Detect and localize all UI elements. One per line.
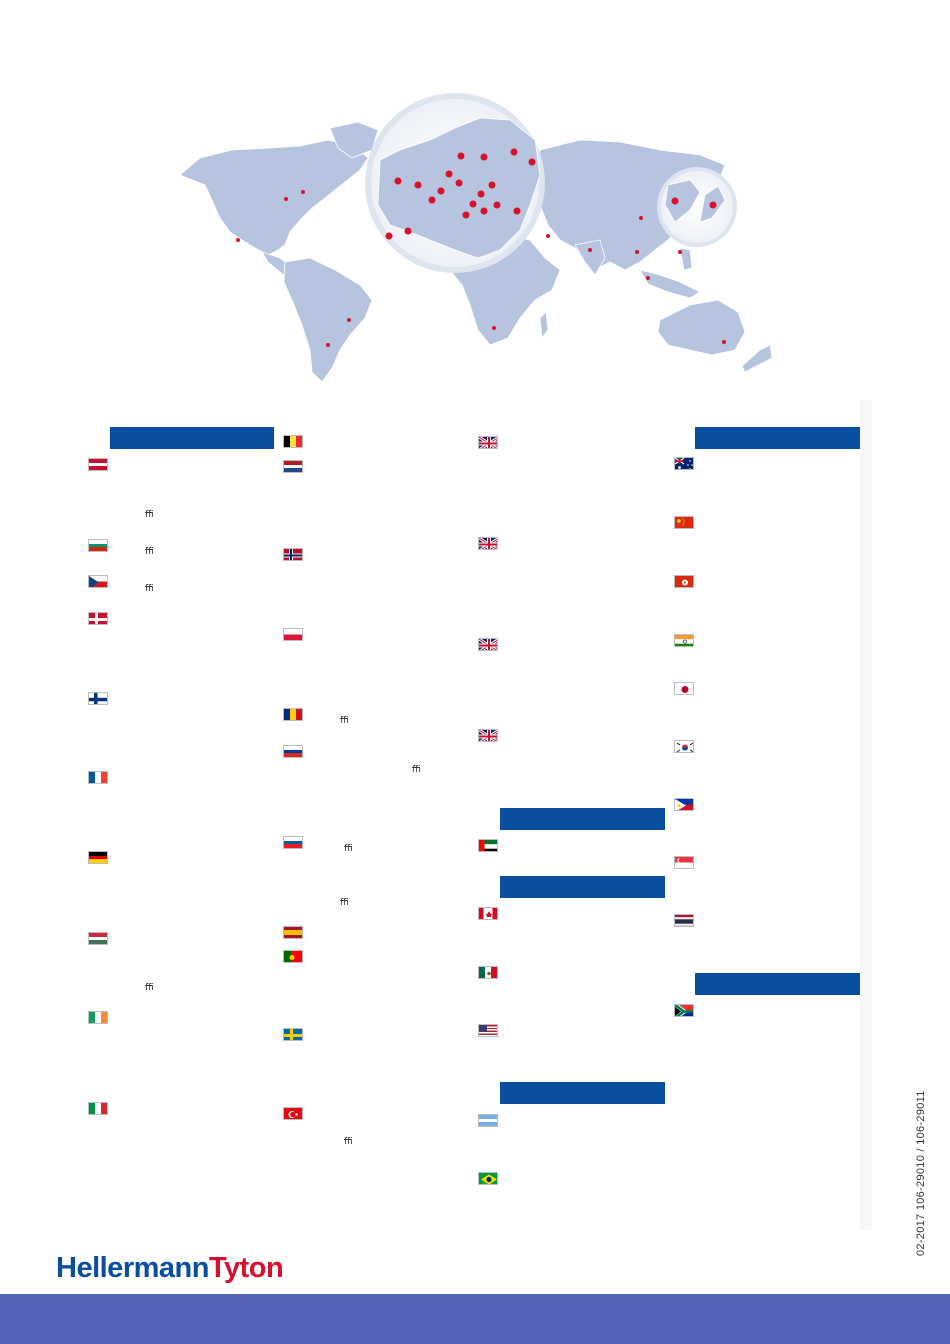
czech-republic-flag xyxy=(88,575,108,588)
region-header-europe xyxy=(110,427,274,449)
hungary-flag xyxy=(88,932,108,945)
region-header-south-america xyxy=(500,1082,665,1104)
logo-part-tyton: Tyton xyxy=(208,1252,284,1284)
indian-subcontinent-landmass xyxy=(574,239,606,276)
southeast-asia-islands xyxy=(639,269,701,299)
south-africa-flag xyxy=(674,1004,694,1017)
philippines-flag xyxy=(674,798,694,811)
ligature-text: ﬃ xyxy=(340,715,349,725)
mexico-flag xyxy=(478,966,498,979)
hong-kong-flag xyxy=(674,575,694,588)
logo-part-hellermann: Hellermann xyxy=(56,1252,209,1284)
ligature-text: ﬃ xyxy=(145,509,154,519)
region-header-north-america xyxy=(500,876,665,898)
ligature-text: ﬃ xyxy=(344,843,353,853)
australia-landmass xyxy=(657,299,746,356)
uk-flag xyxy=(478,729,498,742)
region-header-middle-east xyxy=(500,808,665,830)
finland-flag xyxy=(88,692,108,705)
slovenia-flag xyxy=(283,836,303,849)
germany-flag xyxy=(88,851,108,864)
ligature-text: ﬃ xyxy=(145,546,154,556)
france-flag xyxy=(88,771,108,784)
north-america-landmass xyxy=(179,139,369,256)
region-header-asia-pacific xyxy=(695,427,860,449)
norway-flag xyxy=(283,548,303,561)
japan-magnifier xyxy=(657,167,737,247)
china-flag xyxy=(674,516,694,529)
turkey-flag xyxy=(283,1107,303,1120)
sweden-flag xyxy=(283,1028,303,1041)
hellermanntyton-logo: HellermannTyton xyxy=(56,1252,284,1285)
brazil-flag xyxy=(478,1172,498,1185)
madagascar-landmass xyxy=(539,311,549,340)
ligature-text: ﬃ xyxy=(145,583,154,593)
austria-flag xyxy=(88,458,108,471)
uk-flag xyxy=(478,436,498,449)
argentina-flag xyxy=(478,1114,498,1127)
ligature-text: ﬃ xyxy=(344,1136,353,1146)
denmark-flag xyxy=(88,612,108,625)
russia-flag xyxy=(283,745,303,758)
spain-flag xyxy=(283,926,303,939)
ireland-flag xyxy=(88,1011,108,1024)
thailand-flag xyxy=(674,914,694,927)
new-zealand-landmass xyxy=(741,344,773,373)
ligature-text: ﬃ xyxy=(340,897,349,907)
bulgaria-flag xyxy=(88,539,108,552)
ligature-text: ﬃ xyxy=(412,764,421,774)
uk-flag xyxy=(478,638,498,651)
region-header-africa xyxy=(695,973,860,995)
uk-flag xyxy=(478,537,498,550)
philippines-landmass xyxy=(679,247,693,271)
ligature-text: ﬃ xyxy=(145,982,154,992)
italy-flag xyxy=(88,1102,108,1115)
canada-flag xyxy=(478,907,498,920)
belgium-flag xyxy=(283,435,303,448)
south-america-landmass xyxy=(283,257,373,383)
footer-band xyxy=(0,1294,950,1344)
document-code: 02-2017 106-29010 / 106-29011 xyxy=(915,1090,927,1256)
japan-flag xyxy=(674,682,694,695)
side-panel-background xyxy=(860,400,872,1230)
south-korea-flag xyxy=(674,740,694,753)
romania-flag xyxy=(283,708,303,721)
australia-flag xyxy=(674,457,694,470)
poland-flag xyxy=(283,628,303,641)
netherlands-flag xyxy=(283,460,303,473)
europe-magnifier xyxy=(365,93,545,273)
usa-flag xyxy=(478,1024,498,1037)
portugal-flag xyxy=(283,950,303,963)
singapore-flag xyxy=(674,856,694,869)
world-map xyxy=(179,93,773,383)
india-flag xyxy=(674,634,694,647)
uae-flag xyxy=(478,839,498,852)
